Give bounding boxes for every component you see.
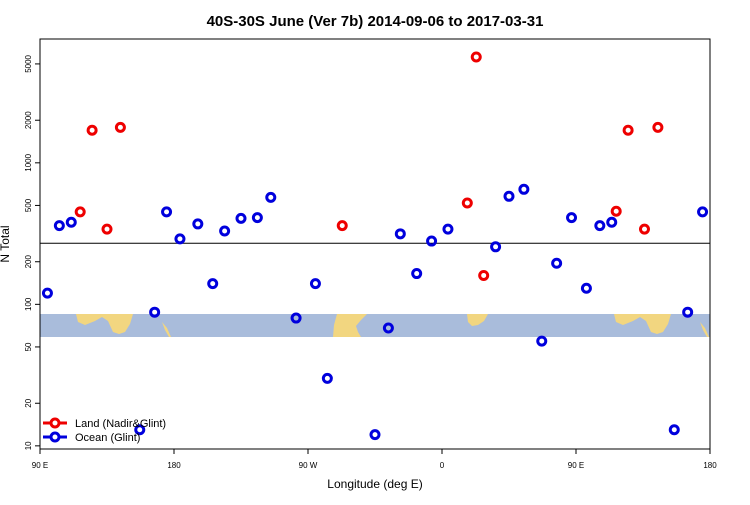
- y-tick-label: 200: [24, 255, 33, 269]
- latitude-band: [40, 314, 710, 337]
- ocean-point: [551, 257, 563, 269]
- y-tick-label: 10: [24, 441, 33, 450]
- x-axis: 90 E 180 90 W 0 90 E 180: [32, 449, 717, 470]
- ocean-point: [697, 206, 709, 218]
- x-tick-label: 90 E: [568, 461, 584, 470]
- land-point: [610, 205, 622, 217]
- x-tick-label: 90 W: [299, 461, 318, 470]
- ocean-point: [442, 223, 454, 235]
- ocean-point: [682, 306, 694, 318]
- ocean-point: [668, 424, 680, 436]
- y-tick-label: 1000: [24, 153, 33, 171]
- land-tasmania-repeat: [700, 322, 709, 337]
- ocean-point: [149, 306, 161, 318]
- x-tick-label: 90 E: [32, 461, 48, 470]
- ocean-point: [174, 233, 186, 245]
- x-axis-label: Longitude (deg E): [327, 477, 422, 491]
- land-south-america: [333, 314, 367, 337]
- y-axis-label: N Total: [0, 225, 12, 262]
- ocean-point: [518, 183, 530, 195]
- ocean-point: [219, 225, 231, 237]
- land-australia: [76, 314, 133, 334]
- x-tick-label: 180: [703, 461, 717, 470]
- ocean-point: [580, 282, 592, 294]
- legend-label: Land (Nadir&Glint): [75, 418, 166, 430]
- land-point: [638, 223, 650, 235]
- y-tick-label: 5000: [24, 54, 33, 72]
- land-tasmania: [162, 322, 171, 337]
- ocean-point: [503, 190, 515, 202]
- ocean-point: [394, 228, 406, 240]
- land-point: [478, 269, 490, 281]
- ocean-point: [192, 218, 204, 230]
- ocean-point: [606, 216, 618, 228]
- land-point: [114, 121, 126, 133]
- ocean-point: [207, 278, 219, 290]
- land-south-africa: [467, 314, 488, 326]
- y-tick-label: 50: [24, 342, 33, 351]
- ocean-point: [161, 206, 173, 218]
- x-tick-label: 0: [440, 461, 445, 470]
- ocean-point: [382, 322, 394, 334]
- ocean-point: [309, 278, 321, 290]
- ocean-point: [290, 312, 302, 324]
- ocean-point: [321, 372, 333, 384]
- ocean-point: [566, 212, 578, 224]
- legend: Land (Nadir&Glint) Ocean (Glint): [43, 417, 166, 444]
- land-point: [336, 220, 348, 232]
- ocean-point: [251, 212, 263, 224]
- ocean-point: [369, 429, 381, 441]
- x-tick-label: 180: [167, 461, 181, 470]
- land-point: [101, 223, 113, 235]
- land-australia-repeat: [614, 314, 671, 334]
- ocean-point: [594, 220, 606, 232]
- legend-marker: [49, 417, 61, 429]
- ocean-point: [426, 235, 438, 247]
- land-point: [622, 124, 634, 136]
- y-tick-label: 20: [24, 398, 33, 407]
- y-tick-label: 500: [24, 198, 33, 212]
- y-tick-label: 100: [24, 297, 33, 311]
- y-tick-label: 2000: [24, 111, 33, 129]
- land-point: [86, 124, 98, 136]
- chart-title: 40S-30S June (Ver 7b) 2014-09-06 to 2017…: [207, 13, 544, 30]
- legend-marker: [49, 431, 61, 443]
- land-point: [461, 197, 473, 209]
- ocean-point: [235, 212, 247, 224]
- legend-label: Ocean (Glint): [75, 432, 140, 444]
- plot-frame: [39, 38, 711, 450]
- land-point: [470, 51, 482, 63]
- ocean-point: [490, 241, 502, 253]
- ocean-point: [536, 335, 548, 347]
- y-axis: 10 20 50 100 200 500 1000 2000 5000: [24, 54, 40, 450]
- ocean-point: [53, 220, 65, 232]
- ocean-point: [65, 216, 77, 228]
- land-point: [74, 206, 86, 218]
- ocean-point: [265, 191, 277, 203]
- ocean-point: [411, 268, 423, 280]
- data-points: [41, 51, 709, 441]
- land-point: [652, 121, 664, 133]
- ocean-point: [134, 424, 146, 436]
- ocean-point: [41, 287, 53, 299]
